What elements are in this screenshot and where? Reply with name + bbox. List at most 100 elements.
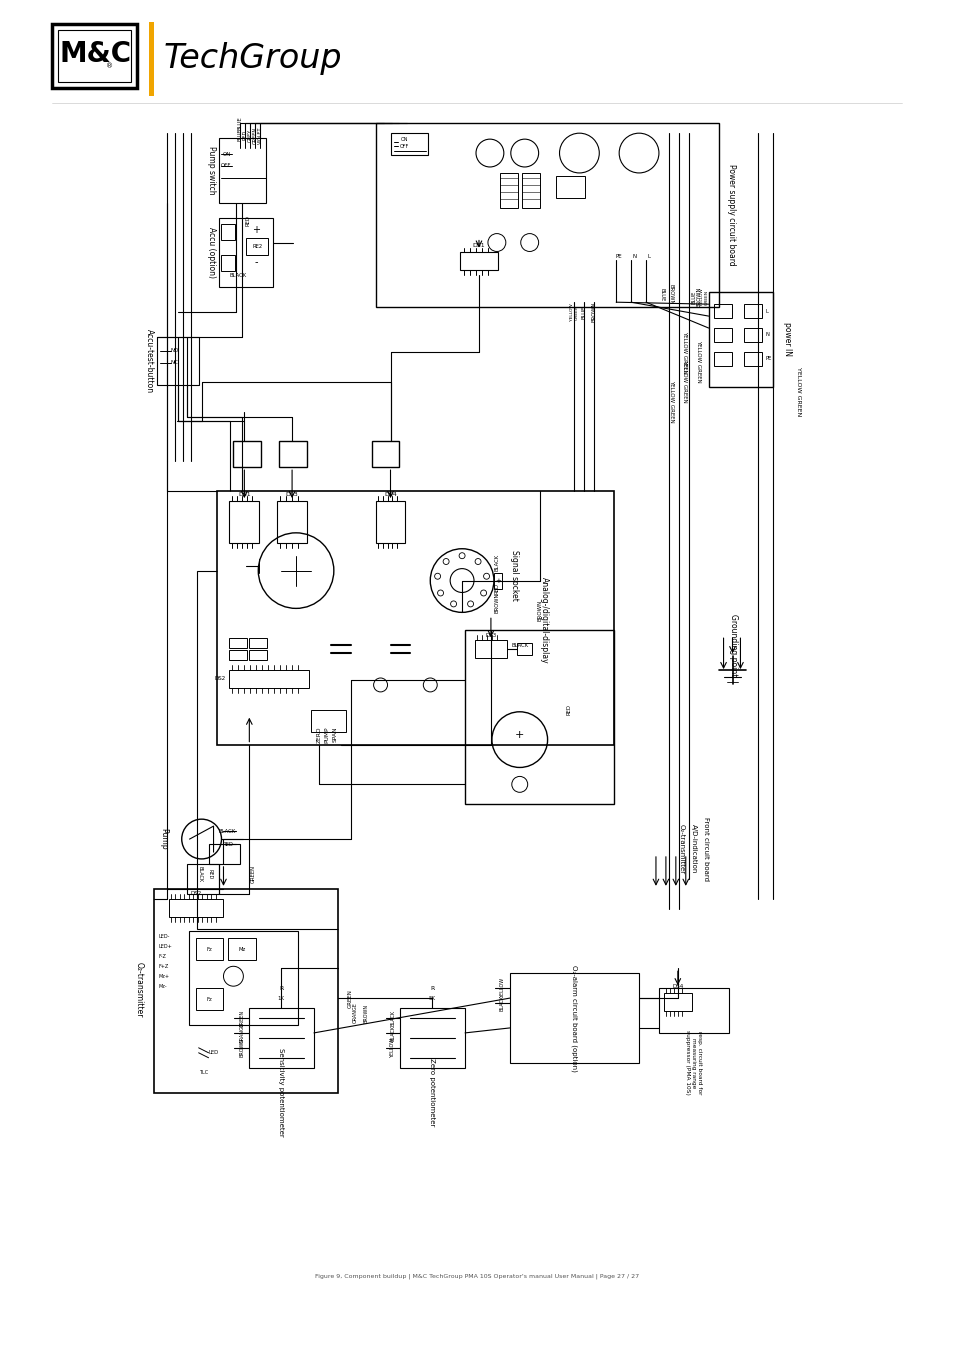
Text: PE: PE [616, 254, 621, 259]
Text: RED: RED [207, 868, 212, 879]
Text: M&C: M&C [59, 39, 132, 68]
Text: -: - [254, 258, 257, 267]
Bar [743, 304, 761, 319]
Text: F-Z: F-Z [159, 954, 167, 958]
Text: Pump switch: Pump switch [207, 146, 215, 194]
Bar [218, 138, 266, 202]
Text: BROWN: BROWN [668, 284, 673, 304]
Bar [209, 844, 240, 864]
Text: O₂-transmitter: O₂-transmitter [679, 824, 684, 873]
Text: BROWN: BROWN [494, 593, 498, 613]
Bar [375, 123, 718, 308]
Text: OFF: OFF [399, 143, 409, 148]
Bar [743, 352, 761, 366]
Bar [195, 988, 223, 1010]
Bar [187, 864, 218, 894]
Bar [149, 22, 153, 96]
Text: Fz: Fz [207, 996, 213, 1002]
Bar [246, 238, 268, 255]
Bar [494, 572, 501, 589]
Text: RED: RED [246, 215, 251, 225]
Text: BLACK: BLACK [390, 1010, 395, 1026]
Text: RED: RED [222, 841, 233, 846]
Text: R: R [278, 986, 283, 991]
Text: BLUE: BLUE [581, 305, 586, 319]
Text: BLACK: BLACK [218, 829, 235, 833]
Text: Mz: Mz [238, 946, 246, 952]
Bar [521, 173, 539, 208]
Text: F+Z: F+Z [159, 964, 169, 969]
Bar [230, 501, 259, 543]
Bar [221, 255, 235, 271]
Text: 5K: 5K [428, 995, 436, 1000]
Text: BLUE: BLUE [659, 288, 663, 301]
Text: NO: NO [171, 348, 179, 354]
Text: Mz+: Mz+ [159, 973, 170, 979]
Bar [555, 176, 585, 198]
Text: BROWN: BROWN [537, 599, 541, 621]
Text: VIOLET: VIOLET [257, 127, 262, 144]
Text: BROWN: BROWN [696, 288, 700, 308]
Text: O₂-alarm circuit board (option): O₂-alarm circuit board (option) [571, 964, 578, 1072]
Text: OFF: OFF [221, 163, 232, 169]
Bar [743, 328, 761, 342]
Bar [311, 710, 345, 732]
Text: BLACK: BLACK [230, 273, 247, 278]
Bar [249, 651, 267, 660]
Text: BLACK: BLACK [511, 643, 528, 648]
Bar [153, 888, 337, 1092]
Bar [249, 639, 267, 648]
Text: YELLOW GREEN: YELLOW GREEN [669, 381, 674, 423]
Bar [156, 338, 198, 385]
Text: GREEN: GREEN [251, 865, 255, 883]
Text: N: N [631, 254, 636, 259]
Text: power IN: power IN [782, 321, 791, 356]
Text: L: L [647, 254, 650, 259]
Text: ON: ON [222, 151, 231, 157]
Text: O₂-transmitter: O₂-transmitter [134, 963, 143, 1018]
Bar [459, 252, 497, 270]
Bar [233, 441, 261, 467]
Text: BLUE: BLUE [237, 116, 243, 130]
Text: TechGroup: TechGroup [164, 42, 342, 76]
Text: DS1: DS1 [238, 491, 251, 497]
Text: DS2: DS2 [214, 676, 225, 682]
Text: A/D-indication: A/D-indication [690, 825, 696, 873]
Text: PUMP: PUMP [324, 726, 329, 743]
Bar [372, 441, 399, 467]
Text: Accu-test-button: Accu-test-button [145, 329, 153, 393]
Text: Zero potentiometer: Zero potentiometer [429, 1058, 435, 1127]
Text: DS4: DS4 [384, 491, 396, 497]
Text: BLACK: BLACK [197, 865, 202, 882]
Text: ZERO: ZERO [316, 726, 321, 743]
Text: Accu (option): Accu (option) [207, 227, 215, 278]
Bar [400, 1008, 464, 1068]
Text: BROWN: BROWN [239, 1038, 244, 1057]
Bar [218, 217, 273, 288]
Bar [221, 224, 235, 239]
Bar [279, 441, 307, 467]
Text: GREEN: GREEN [239, 1010, 244, 1026]
Bar [228, 938, 256, 960]
Text: DS3: DS3 [285, 491, 298, 497]
Text: YELLOW GREEN: YELLOW GREEN [681, 331, 686, 373]
Text: Front circuit board: Front circuit board [702, 817, 708, 882]
Text: ON: ON [400, 136, 408, 142]
Bar [230, 670, 309, 688]
Text: GREEN: GREEN [348, 988, 353, 1007]
Bar [659, 988, 728, 1033]
Text: ORANGE: ORANGE [353, 1003, 357, 1023]
Bar [169, 899, 223, 917]
Bar [58, 30, 131, 82]
Text: Signal socket: Signal socket [509, 551, 518, 601]
Text: DS1: DS1 [472, 243, 485, 248]
Text: ®: ® [106, 63, 112, 70]
Text: BROWN: BROWN [591, 302, 597, 323]
Bar [375, 501, 405, 543]
Text: DS4: DS4 [672, 984, 682, 988]
Text: YELLOW
GREEN: YELLOW GREEN [700, 289, 708, 306]
Text: RED: RED [494, 583, 498, 594]
Text: Fz: Fz [207, 946, 213, 952]
Text: Analog-/digital-display: Analog-/digital-display [539, 576, 548, 664]
Bar [230, 639, 247, 648]
